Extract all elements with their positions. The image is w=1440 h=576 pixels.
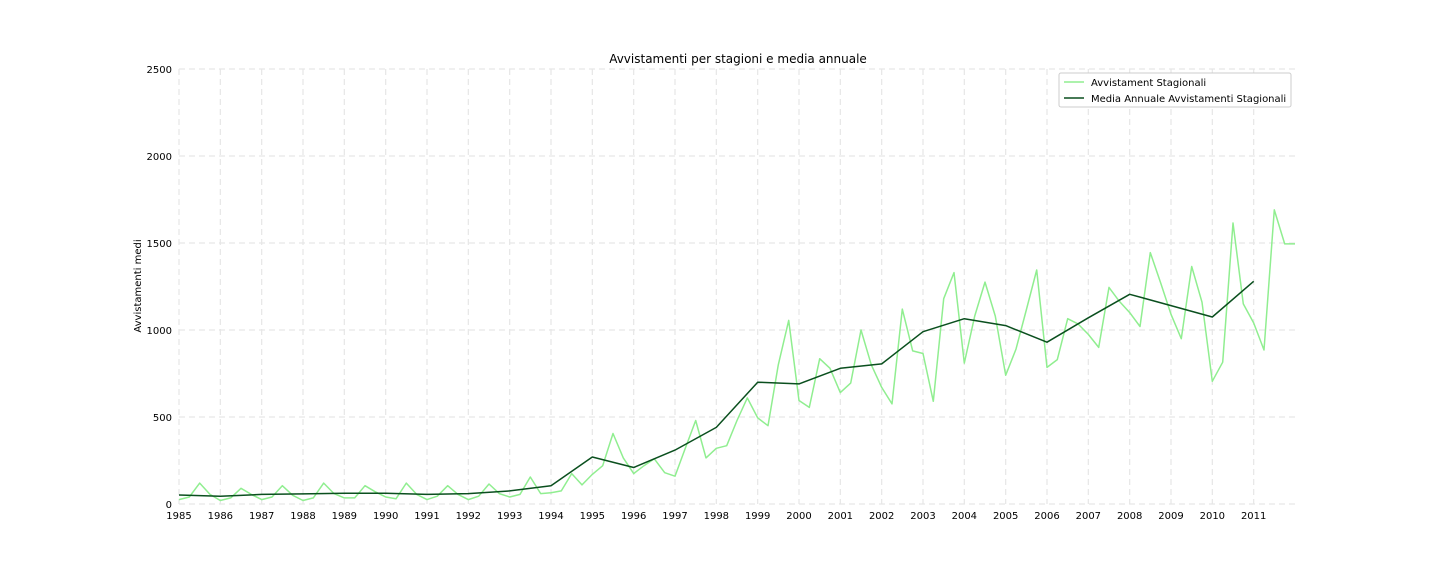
x-tick-label: 1990: [373, 511, 398, 522]
y-ticks: 0 500 1000 1500 2000 2500: [147, 65, 172, 511]
x-tick-label: 2009: [1158, 511, 1183, 522]
x-tick-label: 2006: [1034, 511, 1059, 522]
y-axis-label: Avvistamenti medi: [133, 239, 144, 332]
x-tick-label: 1998: [704, 511, 729, 522]
x-tick-label: 2002: [869, 511, 894, 522]
x-tick-label: 2005: [993, 511, 1018, 522]
x-tick-label: 1985: [166, 511, 191, 522]
series-layer: [178, 209, 1295, 502]
x-tick-label: 1988: [290, 511, 315, 522]
chart-title: Avvistamenti per stagioni e media annual…: [609, 52, 867, 66]
x-tick-label: 2011: [1241, 511, 1266, 522]
legend-label-annual-mean: Media Annuale Avvistamenti Stagionali: [1091, 94, 1286, 105]
x-tick-label: 1999: [745, 511, 770, 522]
x-tick-label: 2010: [1200, 511, 1225, 522]
x-tick-label: 1986: [208, 511, 233, 522]
x-tick-label: 1991: [414, 511, 439, 522]
y-tick-label: 1000: [147, 326, 172, 337]
x-tick-label: 1996: [621, 511, 646, 522]
legend-box: [1058, 72, 1292, 108]
x-tick-label: 1994: [538, 511, 563, 522]
y-tick-label: 500: [153, 413, 172, 424]
x-tick-label: 2001: [828, 511, 853, 522]
x-tick-label: 1992: [456, 511, 481, 522]
x-tick-label: 2008: [1117, 511, 1142, 522]
x-tick-label: 2004: [952, 511, 977, 522]
legend-label-seasonal: Avvistament Stagionali: [1091, 78, 1206, 89]
x-tick-label: 1993: [497, 511, 522, 522]
x-ticks: 1985 1986 1987 1988 1989 1990 1991 1992 1993 1994…: [166, 511, 1266, 522]
y-tick-label: 2000: [147, 152, 172, 163]
x-tick-label: 2000: [786, 511, 811, 522]
x-tick-label: 1997: [662, 511, 687, 522]
y-tick-label: 1500: [147, 239, 172, 250]
y-tick-label: 2500: [147, 65, 172, 76]
x-tick-label: 1989: [332, 511, 357, 522]
x-tick-label: 2003: [910, 511, 935, 522]
series-line-annual-mean: [178, 280, 1255, 497]
x-tick-label: 1995: [580, 511, 605, 522]
legend: Avvistament Stagionali Media Annuale Avv…: [1058, 72, 1292, 108]
x-tick-label: 1987: [249, 511, 274, 522]
x-tick-label: 2007: [1076, 511, 1101, 522]
series-line-seasonal: [178, 209, 1295, 502]
y-tick-label: 0: [166, 500, 172, 511]
grid-layer: [178, 68, 1295, 505]
